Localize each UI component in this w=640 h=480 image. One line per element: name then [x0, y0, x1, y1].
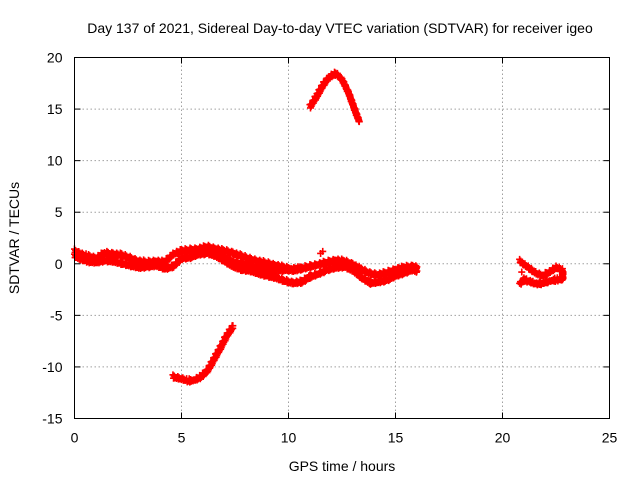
series-main-band-lower — [71, 248, 421, 288]
y-tick-label: 15 — [47, 101, 63, 117]
chart-title: Day 137 of 2021, Sidereal Day-to-day VTE… — [87, 20, 593, 36]
data-point-marker — [518, 268, 526, 276]
series-lower-arc — [169, 322, 237, 386]
data-point-marker — [295, 264, 303, 272]
data-point-marker — [517, 280, 525, 288]
y-tick-label: 10 — [47, 153, 63, 169]
data-point-marker — [413, 267, 421, 275]
data-point-marker — [516, 279, 524, 287]
series-middle-band — [210, 248, 303, 276]
data-point-marker — [229, 322, 237, 330]
data-point-marker — [355, 117, 363, 125]
y-tick-label: 5 — [55, 204, 63, 220]
y-tick-label: -10 — [42, 359, 62, 375]
data-series — [71, 68, 567, 386]
series-isolated-points — [317, 247, 526, 276]
y-tick-label: -5 — [50, 307, 63, 323]
x-axis-label: GPS time / hours — [289, 458, 396, 474]
x-tick-label: 0 — [71, 430, 79, 446]
x-tick-label: 25 — [602, 430, 618, 446]
x-tick-label: 15 — [388, 430, 404, 446]
x-tick-label: 5 — [178, 430, 186, 446]
data-point-marker — [319, 247, 327, 255]
y-tick-label: -15 — [42, 411, 62, 427]
y-tick-label: 20 — [47, 50, 63, 66]
x-tick-label: 20 — [495, 430, 511, 446]
ticks: 0 5 10 15 20 25 -15 -10 -5 0 5 10 15 20 — [42, 50, 617, 446]
plot-frame — [74, 57, 610, 419]
y-tick-label: 0 — [55, 256, 63, 272]
series-late-cluster — [516, 255, 567, 289]
series-upper-arc — [306, 68, 363, 126]
y-axis-label: SDTVAR / TECUs — [6, 182, 22, 294]
x-tick-label: 10 — [281, 430, 297, 446]
